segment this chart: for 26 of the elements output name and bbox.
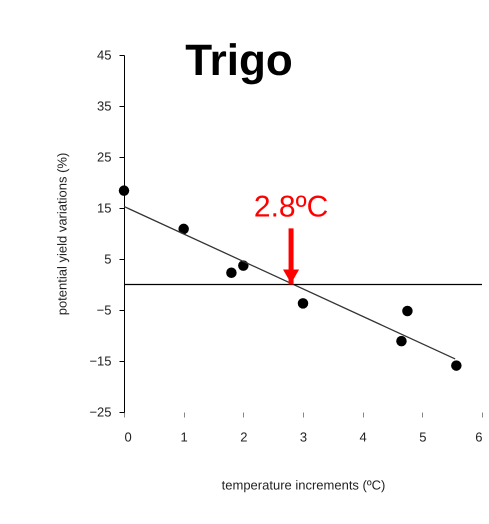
point bbox=[402, 306, 413, 316]
y-tick-label: 5 bbox=[104, 252, 112, 266]
point bbox=[451, 360, 462, 371]
y-axis-title: potential yield variations (%) bbox=[54, 152, 70, 316]
y-tick-label: 45 bbox=[97, 48, 112, 62]
x-axis-title: temperature increments (ºC) bbox=[222, 478, 386, 492]
point bbox=[178, 224, 189, 234]
chart-title: Trigo bbox=[185, 36, 293, 85]
y-tick-label: −15 bbox=[89, 354, 112, 368]
point bbox=[118, 185, 130, 196]
y-tick-label: 35 bbox=[97, 98, 112, 114]
x-tick-label: 6 bbox=[475, 430, 482, 444]
x-tick-label: 1 bbox=[180, 430, 188, 444]
annotation: 2.8ºC bbox=[254, 190, 328, 224]
x-tick-label: 5 bbox=[419, 430, 426, 444]
y-tick-label: −5 bbox=[96, 302, 112, 318]
point bbox=[226, 268, 237, 278]
y-tick-label: −25 bbox=[89, 404, 112, 420]
point bbox=[396, 336, 407, 346]
x-tick-label: 2 bbox=[240, 430, 248, 444]
x-tick-label: 3 bbox=[300, 430, 308, 444]
point bbox=[298, 298, 308, 309]
x-tick-label: 0 bbox=[124, 430, 132, 444]
y-tick-label: 25 bbox=[97, 150, 112, 164]
y-tick-label: 15 bbox=[97, 200, 112, 216]
x-tick-label: 4 bbox=[360, 430, 367, 444]
